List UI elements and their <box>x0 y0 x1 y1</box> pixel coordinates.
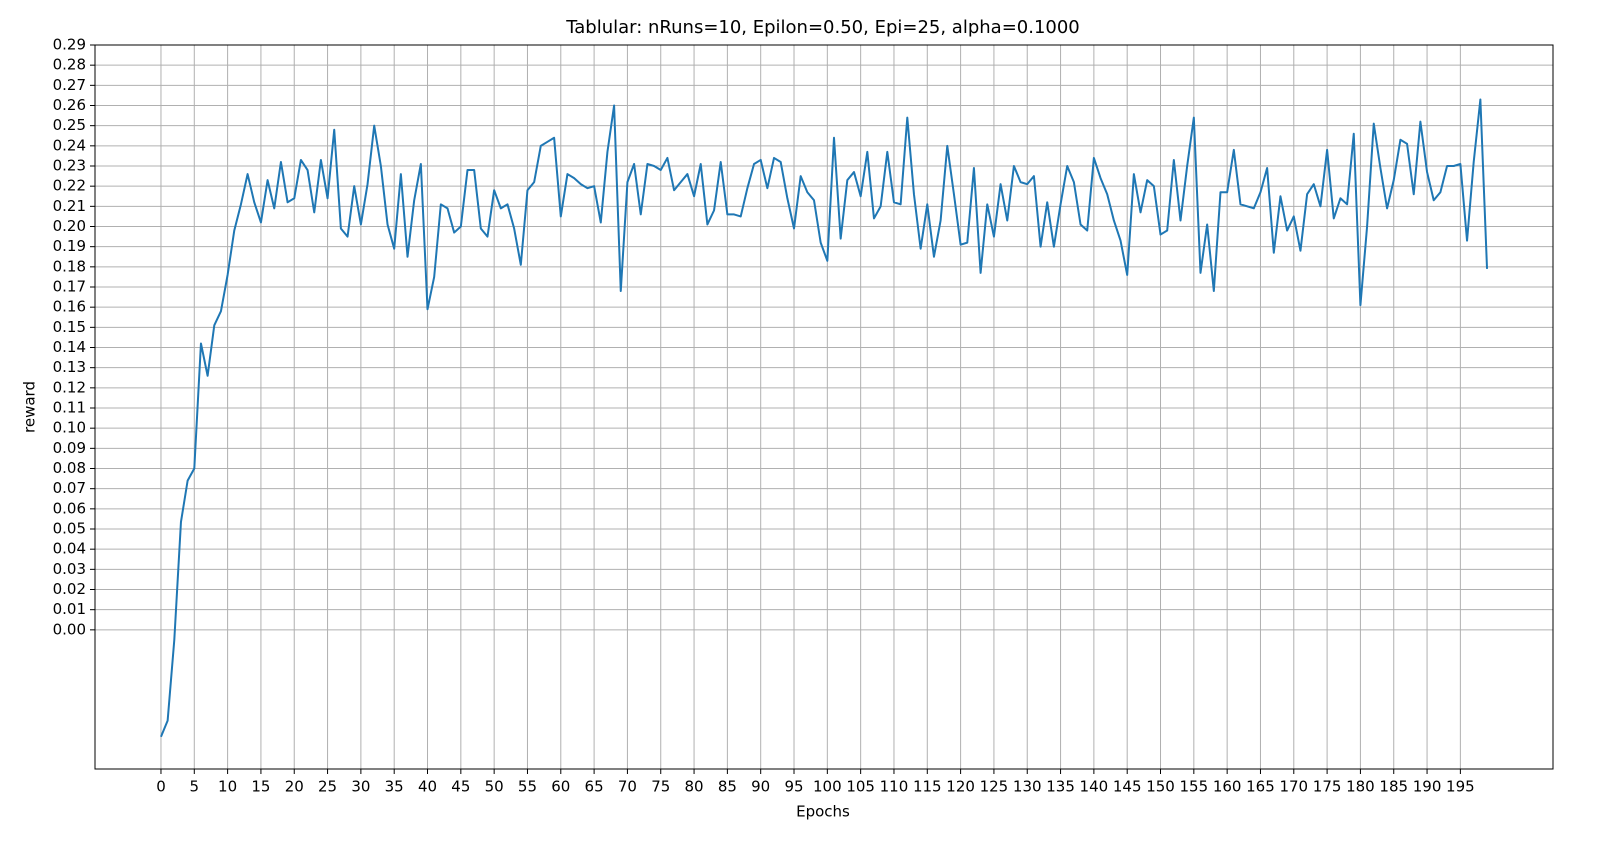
x-axis-label: Epochs <box>796 803 850 821</box>
x-tick-label: 50 <box>485 778 504 796</box>
y-tick-label: 0.16 <box>53 298 86 316</box>
x-tick-label: 30 <box>351 778 370 796</box>
y-tick-label: 0.26 <box>53 96 86 114</box>
x-tick-label: 135 <box>1046 778 1075 796</box>
y-tick-label: 0.29 <box>53 36 86 54</box>
x-tick-label: 60 <box>551 778 570 796</box>
x-tick-label: 160 <box>1213 778 1242 796</box>
x-tick-label: 150 <box>1146 778 1175 796</box>
x-tick-label: 70 <box>618 778 637 796</box>
y-tick-label: 0.08 <box>53 459 86 477</box>
y-tick-label: 0.06 <box>53 499 86 517</box>
y-tick-label: 0.12 <box>53 378 86 396</box>
y-tick-label: 0.09 <box>53 439 86 457</box>
x-tick-label: 5 <box>190 778 200 796</box>
x-tick-label: 35 <box>385 778 404 796</box>
y-tick-label: 0.27 <box>53 76 86 94</box>
y-tick-label: 0.25 <box>53 116 86 134</box>
x-tick-label: 55 <box>518 778 537 796</box>
x-tick-label: 120 <box>946 778 975 796</box>
x-tick-label: 170 <box>1279 778 1308 796</box>
y-tick-label: 0.04 <box>53 540 86 558</box>
y-tick-label: 0.20 <box>53 217 86 235</box>
x-tick-label: 95 <box>784 778 803 796</box>
x-tick-label: 10 <box>218 778 237 796</box>
x-tick-label: 145 <box>1113 778 1142 796</box>
x-tick-label: 45 <box>451 778 470 796</box>
y-tick-label: 0.05 <box>53 520 86 538</box>
y-tick-label: 0.17 <box>53 278 86 296</box>
x-tick-label: 90 <box>751 778 770 796</box>
x-tick-label: 130 <box>1013 778 1042 796</box>
y-tick-label: 0.24 <box>53 136 86 154</box>
y-tick-label: 0.21 <box>53 197 86 215</box>
y-tick-label: 0.14 <box>53 338 86 356</box>
y-tick-label: 0.23 <box>53 157 86 175</box>
y-axis-label: reward <box>21 381 39 433</box>
x-tick-label: 15 <box>251 778 270 796</box>
x-tick-label: 175 <box>1313 778 1342 796</box>
x-tick-label: 0 <box>156 778 166 796</box>
x-tick-label: 155 <box>1180 778 1209 796</box>
y-tick-label: 0.18 <box>53 257 86 275</box>
x-tick-label: 125 <box>980 778 1009 796</box>
x-tick-label: 190 <box>1413 778 1442 796</box>
x-tick-label: 140 <box>1080 778 1109 796</box>
y-tick-label: 0.11 <box>53 399 86 417</box>
chart-title: Tablular: nRuns=10, Epilon=0.50, Epi=25,… <box>565 17 1080 38</box>
x-tick-label: 185 <box>1379 778 1408 796</box>
y-tick-label: 0.28 <box>53 56 86 74</box>
x-tick-label: 195 <box>1446 778 1475 796</box>
y-tick-label: 0.02 <box>53 580 86 598</box>
x-tick-label: 180 <box>1346 778 1375 796</box>
x-tick-label: 85 <box>718 778 737 796</box>
x-tick-label: 105 <box>846 778 875 796</box>
x-tick-label: 65 <box>585 778 604 796</box>
data-line <box>160 98 1489 738</box>
y-tick-label: 0.13 <box>53 358 86 376</box>
x-tick-label: 80 <box>685 778 704 796</box>
plot-frame <box>94 44 1554 770</box>
y-tick-label: 0.19 <box>53 237 86 255</box>
x-tick-label: 25 <box>318 778 337 796</box>
y-tick-label: 0.03 <box>53 560 86 578</box>
y-tick-label: 0.07 <box>53 479 86 497</box>
y-tick-label: 0.10 <box>53 419 86 437</box>
x-tick-label: 115 <box>913 778 942 796</box>
y-tick-label: 0.00 <box>53 620 86 638</box>
y-tick-label: 0.01 <box>53 600 86 618</box>
y-tick-label: 0.22 <box>53 177 86 195</box>
x-tick-label: 110 <box>880 778 909 796</box>
x-tick-label: 165 <box>1246 778 1275 796</box>
y-tick-label: 0.15 <box>53 318 86 336</box>
x-tick-label: 40 <box>418 778 437 796</box>
x-tick-label: 75 <box>651 778 670 796</box>
x-tick-label: 20 <box>285 778 304 796</box>
x-tick-label: 100 <box>813 778 842 796</box>
